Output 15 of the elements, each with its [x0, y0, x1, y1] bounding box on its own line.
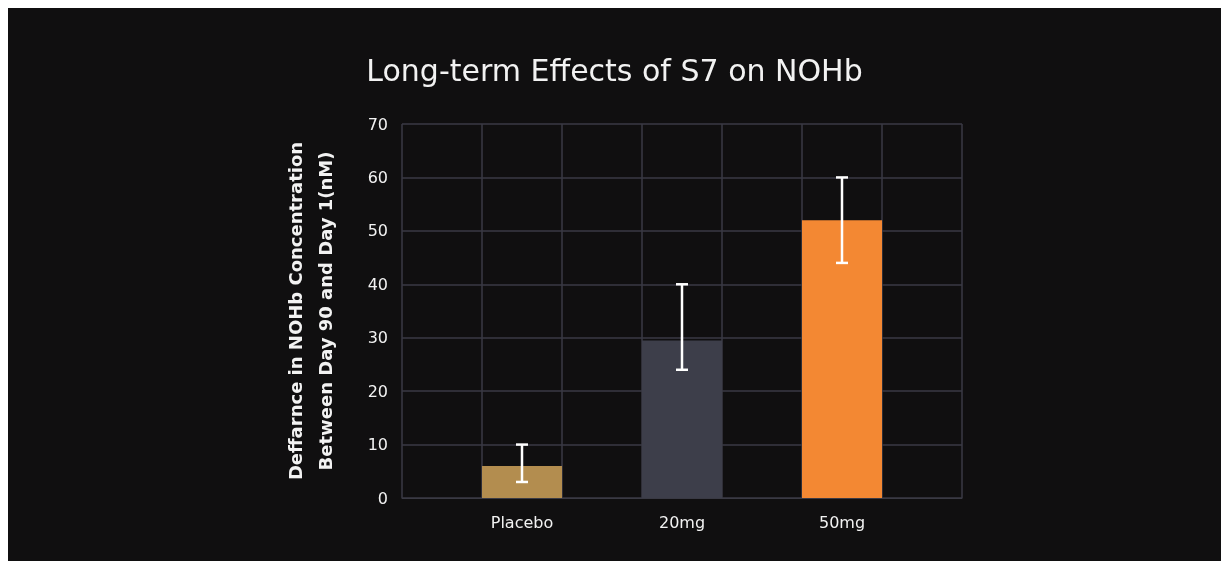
- y-tick-label: 40: [367, 274, 388, 294]
- y-tick-label: 10: [367, 435, 388, 455]
- y-tick-label: 30: [367, 328, 388, 348]
- y-tick-label: 20: [367, 381, 388, 401]
- y-tick-label: 50: [367, 221, 388, 241]
- bar: [482, 465, 562, 498]
- x-tick-label: 20mg: [658, 512, 706, 532]
- y-tick-label: 60: [367, 167, 388, 187]
- chart-title: Long-term Effects of S7 on NOHb: [366, 52, 863, 88]
- y-tick-label: 70: [367, 114, 388, 134]
- y-axis-title: Deffarnce in NOHb Concentration Between Day 90 and Day 1(nM): [284, 141, 336, 481]
- y-tick-label: 0: [377, 488, 388, 508]
- x-tick-label: Placebo: [490, 512, 554, 532]
- x-tick-label: 50mg: [818, 512, 866, 532]
- bar: [802, 220, 882, 498]
